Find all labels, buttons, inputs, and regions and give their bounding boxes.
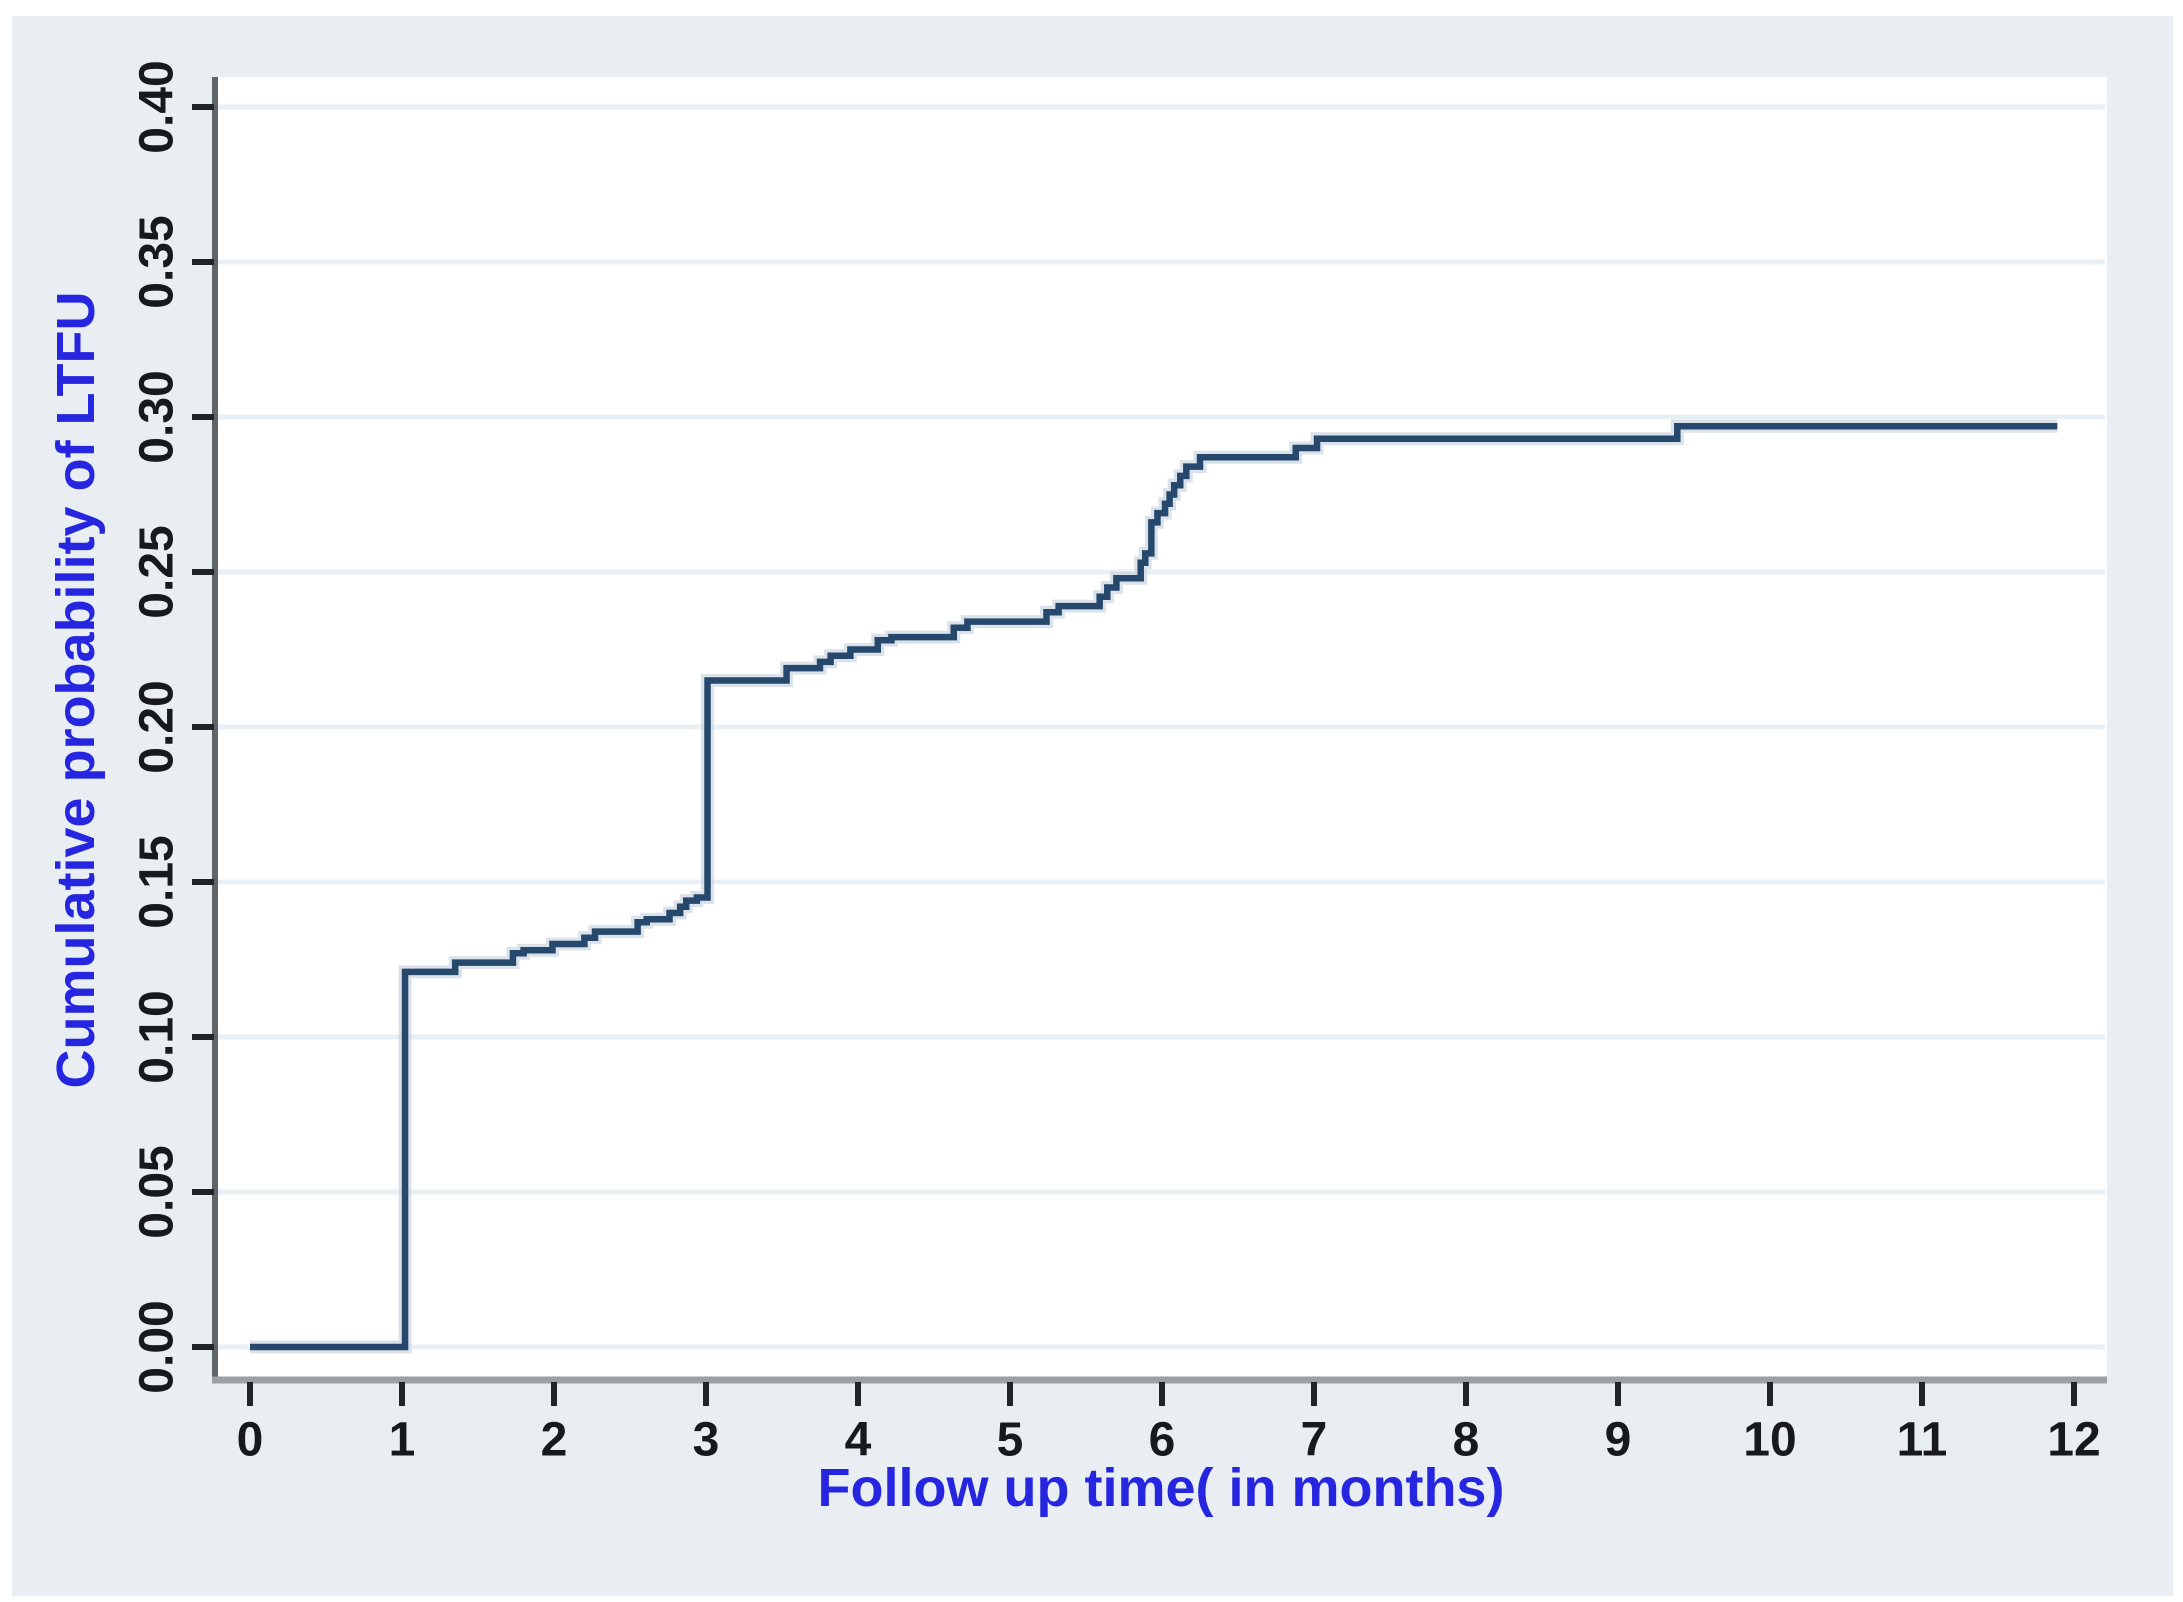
x-axis-title: Follow up time( in months) — [818, 1458, 1505, 1518]
y-axis-title: Cumulative probability of LTFU — [46, 291, 106, 1088]
x-tick-label: 6 — [1149, 1414, 1176, 1467]
x-tick-label: 11 — [1897, 1414, 1948, 1467]
curve-group — [250, 419, 2058, 1354]
y-tick-label: 0.15 — [131, 835, 184, 928]
y-tick-label: 0.10 — [131, 990, 184, 1083]
y-tick-label: 0.05 — [131, 1145, 184, 1238]
x-tick-label: 9 — [1605, 1414, 1632, 1467]
x-tick-label: 12 — [2047, 1414, 2100, 1467]
x-tick-label: 8 — [1453, 1414, 1480, 1467]
x-axis-ticks: 0 1 2 3 4 5 6 7 8 9 10 11 12 — [237, 1382, 2101, 1467]
x-tick-label: 7 — [1301, 1414, 1328, 1467]
x-tick-label: 4 — [845, 1414, 872, 1467]
x-tick-label: 1 — [389, 1414, 416, 1467]
y-tick-label: 0.20 — [131, 680, 184, 773]
x-tick-label: 2 — [541, 1414, 568, 1467]
y-tick-label: 0.00 — [131, 1300, 184, 1393]
y-axis-ticks: 0.00 0.05 0.10 0.15 0.20 0.25 0.30 0.35 0.40 — [131, 60, 214, 1394]
ltfu-curve — [250, 423, 2058, 1351]
x-tick-label: 5 — [997, 1414, 1024, 1467]
y-tick-label: 0.30 — [131, 370, 184, 463]
x-tick-label: 3 — [693, 1414, 720, 1467]
gridlines — [217, 104, 2105, 1350]
x-tick-label: 10 — [1743, 1414, 1796, 1467]
y-tick-label: 0.40 — [131, 60, 184, 153]
y-tick-label: 0.25 — [131, 525, 184, 618]
x-tick-label: 0 — [237, 1414, 264, 1467]
y-tick-label: 0.35 — [131, 215, 184, 308]
